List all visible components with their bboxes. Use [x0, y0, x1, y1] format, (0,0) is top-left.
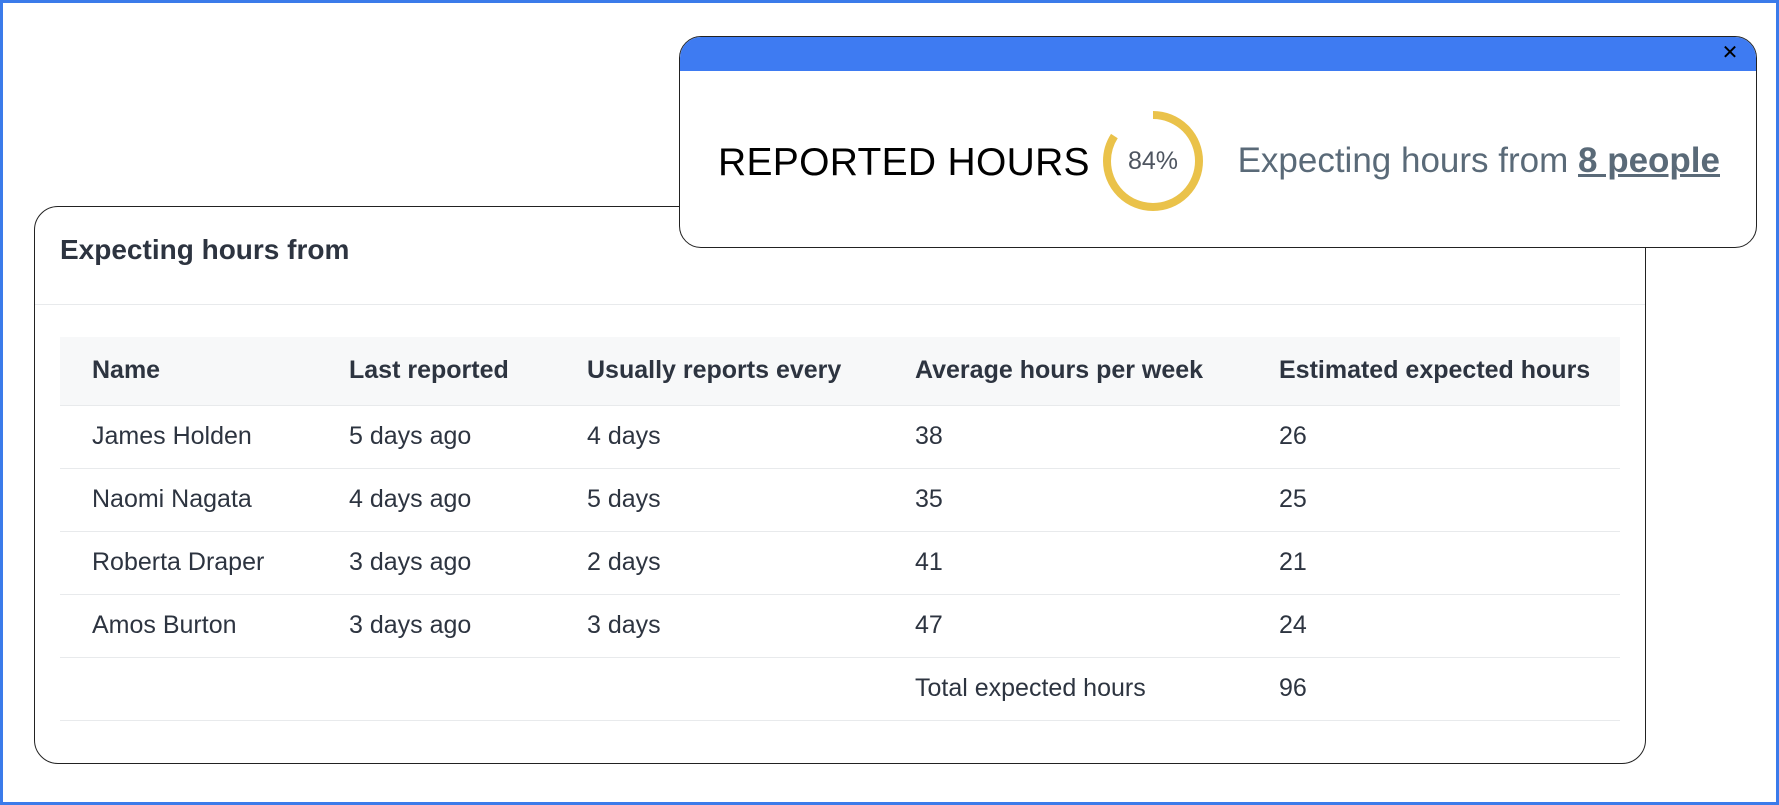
progress-ring-fill [1103, 111, 1203, 211]
popup-summary: Expecting hours from 8 people [1238, 141, 1720, 181]
cell-average-hours: 47 [883, 594, 1247, 658]
total-value: 96 [1247, 657, 1620, 721]
popup-title: REPORTED HOURS [718, 141, 1090, 184]
table-container: Name Last reported Usually reports every… [60, 337, 1620, 721]
people-link[interactable]: 8 people [1578, 141, 1720, 180]
cell-average-hours: 38 [883, 405, 1247, 469]
empty-cell [555, 657, 883, 721]
cell-last-reported: 4 days ago [317, 468, 555, 532]
column-header-average-hours: Average hours per week [883, 337, 1247, 406]
column-header-estimated-hours: Estimated expected hours [1247, 337, 1620, 406]
cell-estimated-hours: 21 [1247, 531, 1620, 595]
total-label: Total expected hours [883, 657, 1247, 721]
expected-hours-table: Name Last reported Usually reports every… [60, 337, 1620, 721]
table-header-row: Name Last reported Usually reports every… [60, 337, 1620, 406]
empty-cell [317, 657, 555, 721]
progress-label: 84% [1127, 146, 1179, 175]
table-total-row: Total expected hours 96 [60, 657, 1620, 721]
empty-cell [60, 657, 317, 721]
cell-usually-reports: 5 days [555, 468, 883, 532]
table-row: James Holden 5 days ago 4 days 38 26 [60, 405, 1620, 469]
column-header-usually-reports: Usually reports every [555, 337, 883, 406]
cell-estimated-hours: 24 [1247, 594, 1620, 658]
progress-ring [1103, 111, 1203, 211]
cell-usually-reports: 4 days [555, 405, 883, 469]
cell-average-hours: 35 [883, 468, 1247, 532]
cell-average-hours: 41 [883, 531, 1247, 595]
table-row: Amos Burton 3 days ago 3 days 47 24 [60, 594, 1620, 658]
table-row: Naomi Nagata 4 days ago 5 days 35 25 [60, 468, 1620, 532]
cell-last-reported: 5 days ago [317, 405, 555, 469]
cell-name: James Holden [60, 405, 317, 469]
close-icon[interactable]: ✕ [1721, 42, 1739, 64]
popup-summary-prefix: Expecting hours from [1237, 141, 1569, 180]
cell-name: Naomi Nagata [60, 468, 317, 532]
cell-last-reported: 3 days ago [317, 531, 555, 595]
cell-estimated-hours: 26 [1247, 405, 1620, 469]
reported-hours-popup: ✕ REPORTED HOURS 84% Expecting hours fro… [679, 36, 1757, 248]
cell-usually-reports: 3 days [555, 594, 883, 658]
popup-title-bar: ✕ [680, 37, 1756, 71]
table-row: Roberta Draper 3 days ago 2 days 41 21 [60, 531, 1620, 595]
cell-name: Amos Burton [60, 594, 317, 658]
column-header-name: Name [60, 337, 317, 406]
expected-hours-card: Expecting hours from Name Last reported … [34, 206, 1646, 764]
cell-name: Roberta Draper [60, 531, 317, 595]
card-title: Expecting hours from [60, 233, 350, 265]
cell-usually-reports: 2 days [555, 531, 883, 595]
column-header-last-reported: Last reported [317, 337, 555, 406]
cell-estimated-hours: 25 [1247, 468, 1620, 532]
card-header: Expecting hours from [35, 207, 1645, 305]
cell-last-reported: 3 days ago [317, 594, 555, 658]
